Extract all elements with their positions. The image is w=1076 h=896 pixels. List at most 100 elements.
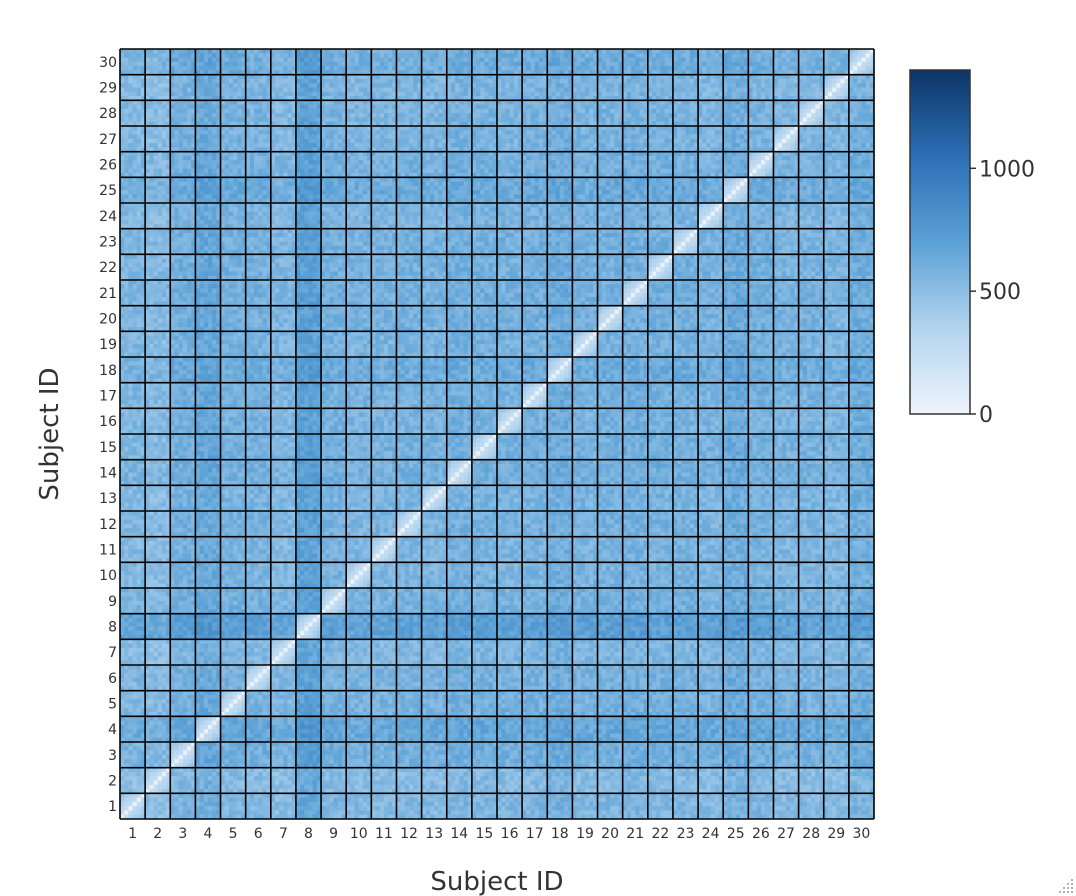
heatmap-cell: [530, 729, 536, 734]
heatmap-cell: [534, 716, 540, 722]
heatmap-cell: [312, 750, 318, 756]
heatmap-cell: [274, 771, 280, 777]
heatmap-cell: [463, 763, 469, 769]
heatmap-cell: [178, 699, 184, 704]
heatmap-cell: [760, 789, 766, 794]
heatmap-cell: [651, 780, 657, 786]
heatmap-cell: [325, 759, 330, 764]
heatmap-cell: [136, 810, 142, 816]
heatmap-cell: [228, 746, 234, 751]
heatmap-cell: [656, 797, 661, 803]
heatmap-cell: [187, 806, 192, 811]
heatmap-cell: [350, 810, 355, 816]
heatmap-cell: [735, 776, 741, 781]
heatmap-cell: [538, 754, 544, 760]
heatmap-cell: [425, 733, 431, 739]
heatmap-cell: [597, 737, 603, 743]
heatmap-cell: [149, 771, 154, 777]
heatmap-cell: [798, 806, 804, 811]
heatmap-cell: [593, 776, 598, 781]
heatmap-cell: [568, 801, 573, 807]
heatmap-cell: [710, 806, 716, 811]
heatmap-cell: [769, 784, 774, 790]
heatmap-cell: [492, 746, 498, 751]
heatmap-cell: [182, 771, 188, 777]
heatmap-cell: [543, 784, 548, 790]
heatmap-cell: [383, 759, 389, 764]
heatmap-cell: [388, 720, 393, 726]
heatmap-cell: [425, 703, 431, 709]
heatmap-cell: [383, 724, 389, 730]
heatmap-cell: [254, 733, 259, 739]
heatmap-cell: [509, 694, 515, 700]
heatmap-cell: [597, 746, 603, 751]
heatmap-cell: [739, 801, 745, 807]
heatmap-cell: [220, 793, 226, 799]
heatmap-cell: [589, 729, 594, 734]
heatmap-cell: [802, 806, 808, 811]
heatmap-cell: [706, 810, 712, 816]
heatmap-cell: [157, 707, 163, 713]
heatmap-cell: [840, 729, 846, 734]
heatmap-cell: [157, 801, 163, 807]
heatmap-cell: [450, 784, 456, 790]
heatmap-cell: [656, 754, 661, 760]
heatmap-cell: [254, 729, 259, 734]
heatmap-cell: [551, 707, 557, 713]
heatmap-cell: [388, 742, 393, 747]
heatmap-cell: [555, 703, 561, 709]
heatmap-cell: [811, 742, 816, 747]
heatmap-cell: [342, 746, 347, 751]
heatmap-cell: [811, 810, 816, 816]
heatmap-cell: [538, 763, 544, 769]
heatmap-cell: [429, 771, 435, 777]
heatmap-cell: [392, 784, 397, 790]
heatmap-cell: [396, 776, 402, 781]
heatmap-cell: [136, 776, 142, 781]
heatmap-cell: [337, 797, 343, 803]
heatmap-cell: [207, 742, 213, 747]
heatmap-cell: [580, 720, 586, 726]
heatmap-cell: [719, 733, 724, 739]
heatmap-cell: [446, 720, 452, 726]
heatmap-cell: [790, 780, 795, 786]
heatmap-cell: [283, 737, 288, 743]
heatmap-cell: [844, 780, 850, 786]
heatmap-cell: [744, 771, 749, 777]
heatmap-cell: [270, 810, 276, 816]
heatmap-cell: [375, 707, 381, 713]
heatmap-cell: [191, 771, 196, 777]
heatmap-cell: [744, 806, 749, 811]
heatmap-cell: [488, 703, 494, 709]
heatmap-cell: [681, 789, 686, 794]
heatmap-cell: [538, 733, 544, 739]
heatmap-cell: [547, 724, 552, 730]
heatmap-cell: [752, 780, 758, 786]
heatmap-cell: [681, 776, 686, 781]
heatmap-cell: [509, 729, 515, 734]
heatmap-cell: [333, 759, 339, 764]
heatmap-cell: [450, 797, 456, 803]
heatmap-cell: [517, 746, 523, 751]
heatmap-cell: [220, 763, 226, 769]
heatmap-cell: [166, 724, 171, 730]
heatmap-cell: [362, 746, 368, 751]
heatmap-cell: [597, 763, 603, 769]
heatmap-cell: [572, 742, 577, 747]
heatmap-cell: [417, 814, 422, 820]
heatmap-cell: [266, 763, 272, 769]
heatmap-cell: [367, 793, 372, 799]
heatmap-cell: [672, 724, 678, 730]
heatmap-cell: [677, 724, 682, 730]
heatmap-cell: [735, 724, 741, 730]
heatmap-cell: [543, 724, 548, 730]
heatmap-cell: [187, 776, 192, 781]
heatmap-cell: [681, 724, 686, 730]
heatmap-cell: [677, 763, 682, 769]
heatmap-cell: [249, 703, 255, 709]
heatmap-cell: [769, 776, 774, 781]
heatmap-cell: [354, 810, 360, 816]
heatmap-cell: [760, 750, 766, 756]
heatmap-cell: [409, 814, 414, 820]
heatmap-cell: [463, 801, 469, 807]
